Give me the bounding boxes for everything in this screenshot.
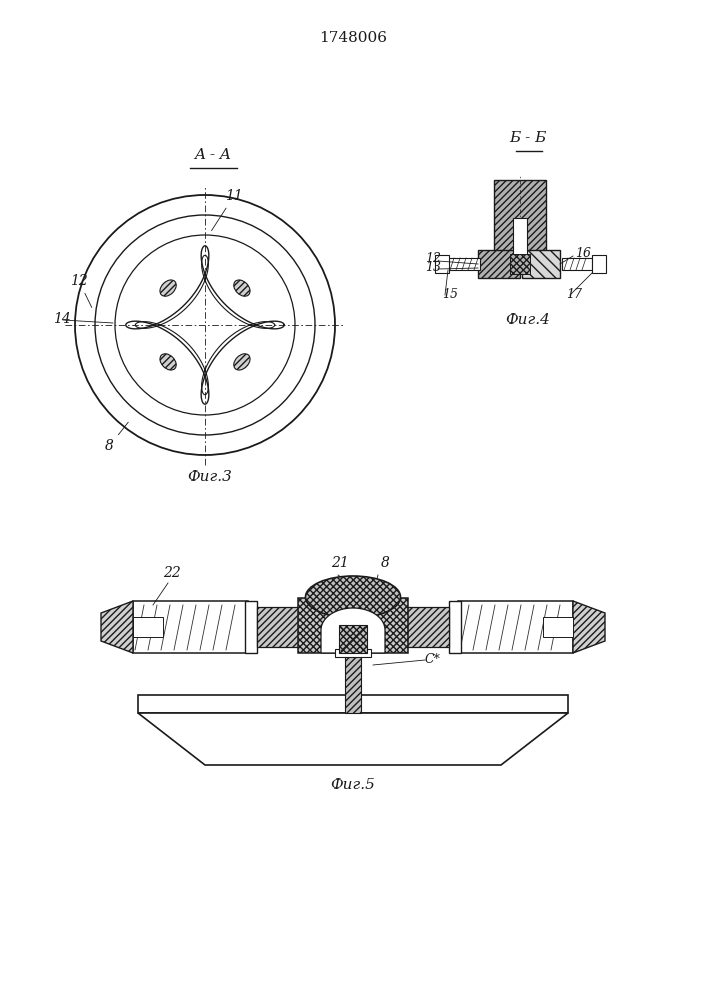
- FancyBboxPatch shape: [562, 258, 592, 270]
- FancyBboxPatch shape: [510, 254, 530, 274]
- Text: 16: 16: [575, 247, 591, 260]
- Ellipse shape: [160, 280, 176, 296]
- Polygon shape: [321, 608, 385, 653]
- FancyBboxPatch shape: [335, 649, 371, 657]
- FancyBboxPatch shape: [298, 598, 408, 653]
- FancyBboxPatch shape: [478, 250, 520, 278]
- FancyBboxPatch shape: [458, 601, 573, 653]
- Ellipse shape: [234, 280, 250, 296]
- Text: 15: 15: [442, 288, 458, 301]
- Ellipse shape: [234, 354, 250, 370]
- FancyBboxPatch shape: [513, 218, 527, 260]
- FancyBboxPatch shape: [133, 617, 163, 637]
- FancyBboxPatch shape: [339, 625, 367, 653]
- Text: Б - Б: Б - Б: [509, 131, 547, 145]
- Ellipse shape: [160, 354, 176, 370]
- Text: Фиг.4: Фиг.4: [506, 313, 551, 327]
- FancyBboxPatch shape: [138, 695, 568, 713]
- FancyBboxPatch shape: [133, 601, 248, 653]
- Text: 21: 21: [331, 556, 349, 570]
- Text: 11: 11: [211, 189, 243, 231]
- FancyBboxPatch shape: [522, 250, 560, 278]
- Text: A - A: A - A: [194, 148, 231, 162]
- FancyBboxPatch shape: [435, 255, 449, 273]
- Text: 22: 22: [163, 566, 181, 580]
- Text: Фиг.5: Фиг.5: [331, 778, 375, 792]
- Text: 8: 8: [105, 422, 128, 453]
- Polygon shape: [573, 601, 605, 653]
- FancyBboxPatch shape: [592, 255, 606, 273]
- FancyBboxPatch shape: [257, 607, 299, 647]
- Text: 12: 12: [425, 252, 441, 265]
- Text: 8: 8: [381, 556, 390, 570]
- Text: 14: 14: [53, 312, 71, 326]
- Polygon shape: [101, 601, 133, 653]
- FancyBboxPatch shape: [245, 601, 257, 653]
- FancyBboxPatch shape: [494, 180, 546, 252]
- FancyBboxPatch shape: [543, 617, 573, 637]
- Text: 12: 12: [70, 274, 92, 308]
- Text: 1748006: 1748006: [319, 31, 387, 45]
- Polygon shape: [138, 713, 568, 765]
- Text: Фиг.3: Фиг.3: [187, 470, 233, 484]
- FancyBboxPatch shape: [448, 258, 480, 270]
- Text: 13: 13: [425, 261, 441, 274]
- Text: C*: C*: [425, 653, 441, 666]
- Ellipse shape: [305, 576, 400, 618]
- FancyBboxPatch shape: [407, 607, 449, 647]
- FancyBboxPatch shape: [449, 601, 461, 653]
- FancyBboxPatch shape: [345, 651, 361, 713]
- Text: 17: 17: [566, 288, 582, 301]
